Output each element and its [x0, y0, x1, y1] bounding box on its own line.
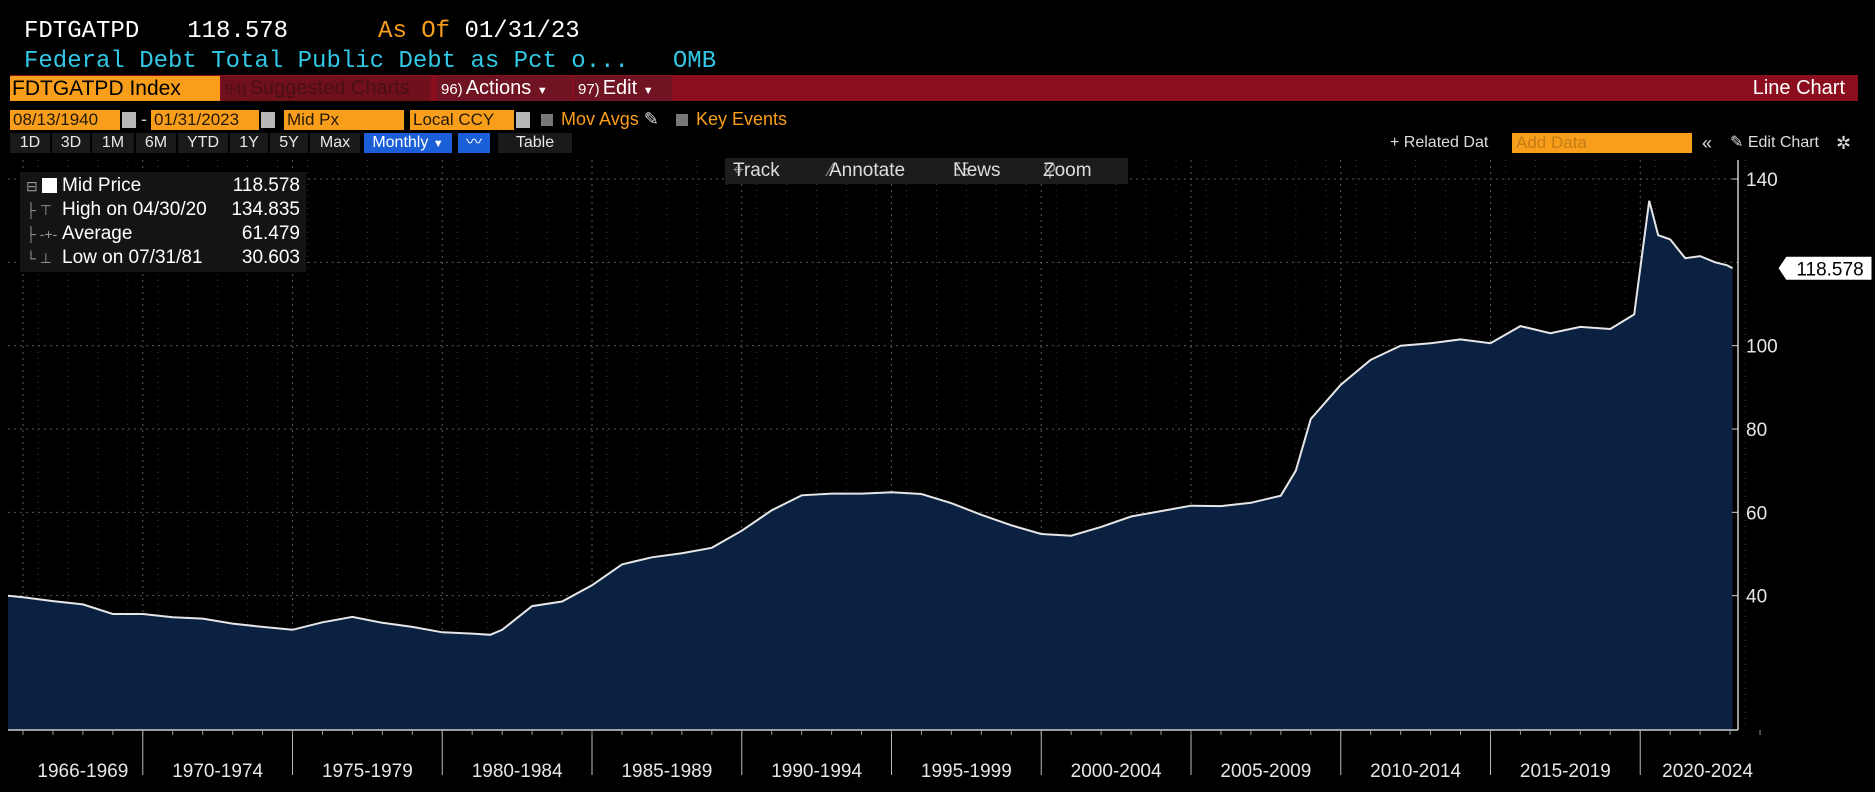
key-events-toggle[interactable]: Key Events — [676, 109, 787, 130]
x-period-label: 1975-1979 — [322, 761, 413, 782]
x-period-label: 1990-1994 — [771, 761, 862, 782]
gear-icon[interactable]: ✲ — [1836, 133, 1852, 153]
chart-toolbar: ⌖ Track ⁄ Annotate ☷ News ⚲ Zoom — [725, 158, 1128, 184]
checkbox-icon — [676, 114, 688, 126]
range-ytd[interactable]: YTD — [178, 133, 228, 153]
high-marker-icon: ├ ⊤ — [26, 202, 53, 218]
last-value-marker — [1777, 255, 1873, 281]
pencil-icon: ⁄ — [829, 160, 833, 181]
low-marker-icon: └ ⊥ — [26, 250, 53, 266]
description: Federal Debt Total Public Debt as Pct o.… — [24, 48, 629, 75]
end-date-input[interactable]: 01/31/2023 — [151, 110, 259, 130]
security-header: FDTGATPD 118.578 As Of 01/31/23 — [24, 18, 580, 45]
table-button[interactable]: Table — [498, 133, 572, 153]
magnifier-icon: ⚲ — [1043, 160, 1057, 181]
checkbox-icon — [541, 114, 553, 126]
security-description: Federal Debt Total Public Debt as Pct o.… — [24, 48, 716, 75]
related-data-button[interactable]: + Related Dat — [1390, 134, 1489, 151]
pencil-icon: ✎ — [643, 109, 659, 129]
x-period-label: 2015-2019 — [1520, 761, 1611, 782]
x-period-label: 2010-2014 — [1370, 761, 1461, 782]
chart-type-label: Line Chart — [1752, 77, 1845, 99]
calendar-icon[interactable] — [122, 112, 136, 128]
pencil-icon: ✎ — [1730, 134, 1744, 151]
legend-high: ├ ⊤ High on 04/30/20 134.835 — [26, 199, 300, 220]
x-period-label: 2000-2004 — [1071, 761, 1162, 782]
y-tick-label: 100 — [1746, 337, 1778, 358]
edit-button[interactable]: 97) Edit ▼ — [574, 76, 672, 101]
last-value-label: 118.578 — [1796, 259, 1863, 280]
range-6m[interactable]: 6M — [136, 133, 176, 153]
chevron-down-icon: ▼ — [432, 138, 444, 150]
asof-label: As Of — [378, 18, 451, 45]
date-separator: - — [141, 109, 147, 129]
series-swatch — [42, 178, 57, 193]
y-tick-label: 140 — [1746, 170, 1778, 191]
chevron-down-icon: ▼ — [536, 85, 548, 97]
security-input[interactable]: FDTGATPD Index — [10, 76, 220, 101]
legend-low: └ ⊥ Low on 07/31/81 30.603 — [26, 247, 300, 268]
x-period-label: 1985-1989 — [621, 761, 712, 782]
currency-select[interactable]: Local CCY — [410, 110, 514, 130]
x-period-label: 2005-2009 — [1220, 761, 1311, 782]
periodicity-select[interactable]: Monthly ▼ — [364, 133, 452, 153]
chart-legend: ⊟ Mid Price 118.578 ├ ⊤ High on 04/30/20 134… — [20, 172, 306, 272]
crosshair-icon: ⌖ — [733, 160, 744, 181]
last-value: 118.578 — [187, 18, 289, 45]
x-period-label: 1970-1974 — [172, 761, 263, 782]
add-data-input[interactable]: Add Data — [1512, 133, 1692, 153]
x-period-label: 1995-1999 — [921, 761, 1012, 782]
calendar-icon[interactable] — [261, 112, 275, 128]
field-select[interactable]: Mid Px — [284, 110, 404, 130]
range-1d[interactable]: 1D — [10, 133, 50, 153]
range-3d[interactable]: 3D — [52, 133, 90, 153]
ticker: FDTGATPD — [24, 18, 140, 45]
range-max[interactable]: Max — [310, 133, 360, 153]
y-tick-label: 60 — [1746, 503, 1767, 524]
news-icon: ☷ — [953, 160, 971, 181]
edit-chart-button[interactable]: ✎ Edit Chart — [1730, 134, 1819, 151]
asof-date: 01/31/23 — [464, 18, 580, 45]
y-tick-label: 80 — [1746, 420, 1767, 441]
range-1y[interactable]: 1Y — [230, 133, 268, 153]
axes: 40 60 80 100 140 1966-1969 1970-1974 1975-1979 1… — [8, 160, 1873, 782]
suggested-charts-button[interactable]: 94) Suggested Charts — [221, 76, 431, 101]
y-tick-label: 40 — [1746, 587, 1767, 608]
actions-button[interactable]: 96) Actions ▼ — [437, 76, 572, 101]
legend-average: ├ -+- Average 61.479 — [26, 223, 300, 244]
line-style-icon[interactable]: 〰 — [458, 133, 490, 153]
collapse-icon[interactable]: « — [1702, 133, 1713, 153]
chevron-down-icon: ▼ — [642, 85, 654, 97]
range-1m[interactable]: 1M — [92, 133, 134, 153]
x-period-label: 2020-2024 — [1662, 761, 1753, 782]
debt-area — [8, 200, 1733, 730]
mov-avgs-toggle[interactable]: Mov Avgs ✎ — [541, 109, 659, 130]
range-5y[interactable]: 5Y — [270, 133, 308, 153]
debt-line — [7, 200, 1733, 636]
source: OMB — [672, 48, 717, 75]
legend-mid-price[interactable]: ⊟ Mid Price 118.578 — [26, 175, 300, 196]
collapse-icon: ⊟ — [26, 178, 38, 194]
x-period-label: 1980-1984 — [472, 761, 563, 782]
average-marker-icon: ├ -+- — [26, 226, 58, 242]
currency-dropdown-icon[interactable] — [516, 112, 530, 128]
start-date-input[interactable]: 08/13/1940 — [10, 110, 120, 130]
x-period-label: 1966-1969 — [37, 761, 128, 782]
